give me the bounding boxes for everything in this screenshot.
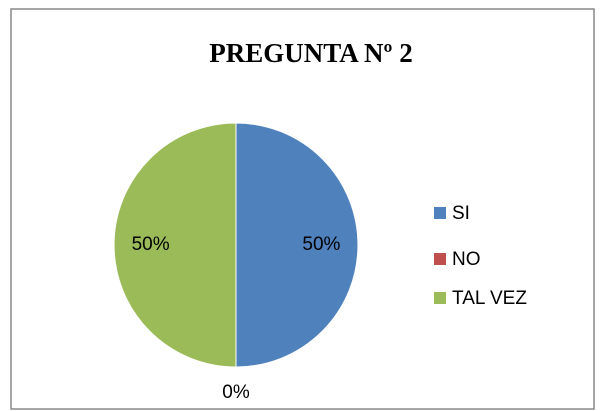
- data-label: 50%: [132, 234, 170, 255]
- data-label: 50%: [302, 234, 340, 255]
- legend-label: SI: [452, 203, 470, 224]
- data-label: 0%: [222, 382, 250, 403]
- pie-slice: [235, 122, 359, 368]
- legend-label: NO: [452, 249, 481, 270]
- legend-swatch: [434, 253, 446, 265]
- pie-slice: [113, 122, 237, 368]
- legend-swatch: [434, 207, 446, 219]
- legend-swatch: [434, 292, 446, 304]
- chart-title: PREGUNTA Nº 2: [209, 38, 412, 68]
- legend-label: TAL VEZ: [452, 288, 527, 309]
